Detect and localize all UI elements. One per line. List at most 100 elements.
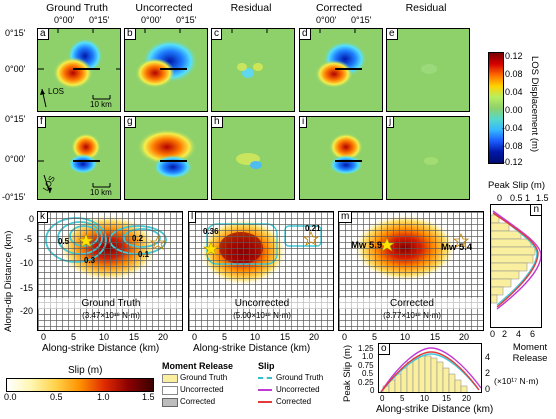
fault-grid: [189, 212, 333, 330]
magnitude-label: Mw 5.4: [441, 242, 473, 253]
panel-o-ylabel: Peak Slip (m): [342, 344, 353, 402]
lat-tick-s15: -0°15': [2, 192, 26, 202]
fault-grid: [38, 212, 182, 330]
legend-line-uncorr: [258, 389, 272, 391]
panel-label: k: [38, 212, 48, 223]
slip-y-tick: -20: [20, 306, 34, 316]
slip-x-tick: 5: [71, 332, 77, 342]
fault-grid: [339, 212, 483, 330]
panel-l: l 0.36 0.21 Uncorrected (5.00×10¹⁸ N·m): [188, 211, 334, 331]
colorbar-tick: -0.08: [502, 141, 523, 151]
panel-o-y-tick: 0.5: [362, 369, 374, 378]
panel-o-right-unit: (×10¹⁷ N·m): [494, 376, 539, 386]
panel-label: j: [387, 117, 395, 128]
panel-k: k 0.5 0.3 0.2 0.1 Ground Truth (3.47×10¹…: [37, 211, 183, 331]
slip-value: 0.21: [305, 224, 321, 233]
slip-x-tick: 15: [280, 332, 291, 342]
panel-title: Uncorrected: [189, 298, 333, 309]
slip-xlabel: Along-strike Distance (km): [42, 343, 160, 354]
slip-xlabel: Along-strike Distance (km): [193, 343, 311, 354]
hypocenter-star-icon: [78, 233, 94, 248]
legend-label: Uncorrected: [180, 385, 224, 394]
contour-label: 0.5: [58, 237, 70, 246]
peak-slip-tick: 1.5: [536, 193, 549, 203]
slip-x-tick: 15: [430, 332, 441, 342]
moment-release-plot: [380, 347, 481, 392]
slip-y-tick: 0: [29, 214, 35, 224]
legend-label: Ground Truth: [276, 373, 324, 382]
slip-y-tick: -5: [24, 234, 33, 244]
panel-label: f: [38, 117, 46, 128]
slip-colorbar-title: Slip (m): [68, 365, 103, 376]
panel-o-right-label: Moment Release: [512, 342, 548, 364]
colorbar-tick: -0.04: [502, 123, 523, 133]
panel-label: d: [300, 29, 311, 40]
legend-line-ground: [258, 377, 272, 379]
panel-label: c: [212, 29, 222, 40]
panel-a: a LOS 10 km: [37, 28, 121, 112]
colorbar-tick: -0.12: [502, 157, 523, 167]
panel-n: n: [490, 204, 542, 328]
panel-o-y-tick: 1.0: [362, 352, 374, 361]
panel-title: Corrected: [339, 298, 483, 309]
panel-o-x-tick: 20: [462, 394, 471, 403]
colorbar-tick: 0.12: [505, 51, 523, 61]
slip-x-tick: 0: [192, 332, 198, 342]
hypocenter-star-icon: [452, 232, 470, 248]
panel-j: j: [386, 116, 470, 200]
panel-b: b: [124, 28, 208, 112]
panel-o-x-tick: 0: [380, 394, 385, 403]
los-label: LOS: [48, 87, 65, 96]
panel-o: o: [378, 343, 482, 393]
moment-bottom-tick: 2: [502, 329, 508, 339]
panel-h: h: [211, 116, 295, 200]
panel-label: o: [379, 344, 390, 355]
slip-colorbar: [6, 378, 154, 392]
panel-label: e: [387, 29, 398, 40]
peak-slip-tick: 0: [497, 193, 503, 203]
col-title-corrected: Corrected: [315, 2, 363, 14]
col-title-uncorrected: Uncorrected: [135, 2, 193, 14]
panel-o-right-tick: 0: [485, 384, 491, 394]
contour-label: 0.3: [84, 256, 96, 265]
slip-x-tick: 20: [158, 332, 169, 342]
lat-tick-n15: 0°15': [5, 114, 26, 124]
panel-o-x-tick: 5: [400, 394, 405, 403]
displacement-map: [38, 117, 120, 199]
col-title-residual-2: Residual: [405, 2, 447, 14]
lon-tick-0: 0°00': [141, 15, 162, 25]
colorbar-tick: 0.08: [505, 69, 523, 79]
panel-d: d: [299, 28, 383, 112]
colorbar-tick: 0.00: [505, 105, 523, 115]
displacement-map: [300, 117, 382, 199]
displacement-map: [38, 29, 120, 111]
slip-value: 0.36: [203, 227, 219, 236]
colorbar-tick: 0.04: [505, 87, 523, 97]
panel-o-x-tick: 10: [420, 394, 429, 403]
slip-x-tick: 10: [99, 332, 110, 342]
slip-colorbar-tick: 0.0: [4, 392, 17, 402]
col-title-residual-1: Residual: [230, 2, 272, 14]
moment-value: (3.77×10¹⁸ N·m): [383, 311, 441, 320]
panel-o-y-tick: 1.25: [358, 344, 374, 353]
lon-tick-15: 0°15': [176, 15, 197, 25]
panel-g: g: [124, 116, 208, 200]
lon-tick-0: 0°00': [316, 15, 337, 25]
legend-label: Corrected: [180, 397, 216, 406]
lon-tick-15: 0°15': [351, 15, 372, 25]
moment-bottom-tick: 6: [530, 329, 536, 339]
displacement-map: [125, 29, 207, 111]
slip-colorbar-tick: 1.5: [142, 392, 155, 402]
contour-label: 0.2: [132, 234, 144, 243]
panel-f: f LOS 10 km: [37, 116, 121, 200]
moment-value: (3.47×10¹⁸ N·m): [82, 311, 140, 320]
peak-slip-tick: 0.5: [510, 193, 523, 203]
peak-slip-profile: [491, 210, 541, 310]
panel-o-right-tick: 4: [485, 352, 491, 362]
peak-slip-title: Peak Slip (m): [488, 180, 546, 191]
slip-y-tick: -15: [20, 283, 34, 293]
los-colorbar: [488, 52, 504, 164]
lat-tick-n15: 0°15': [5, 28, 26, 38]
peak-slip-tick: 1: [525, 193, 531, 203]
slip-colorbar-tick: 1.0: [97, 392, 110, 402]
